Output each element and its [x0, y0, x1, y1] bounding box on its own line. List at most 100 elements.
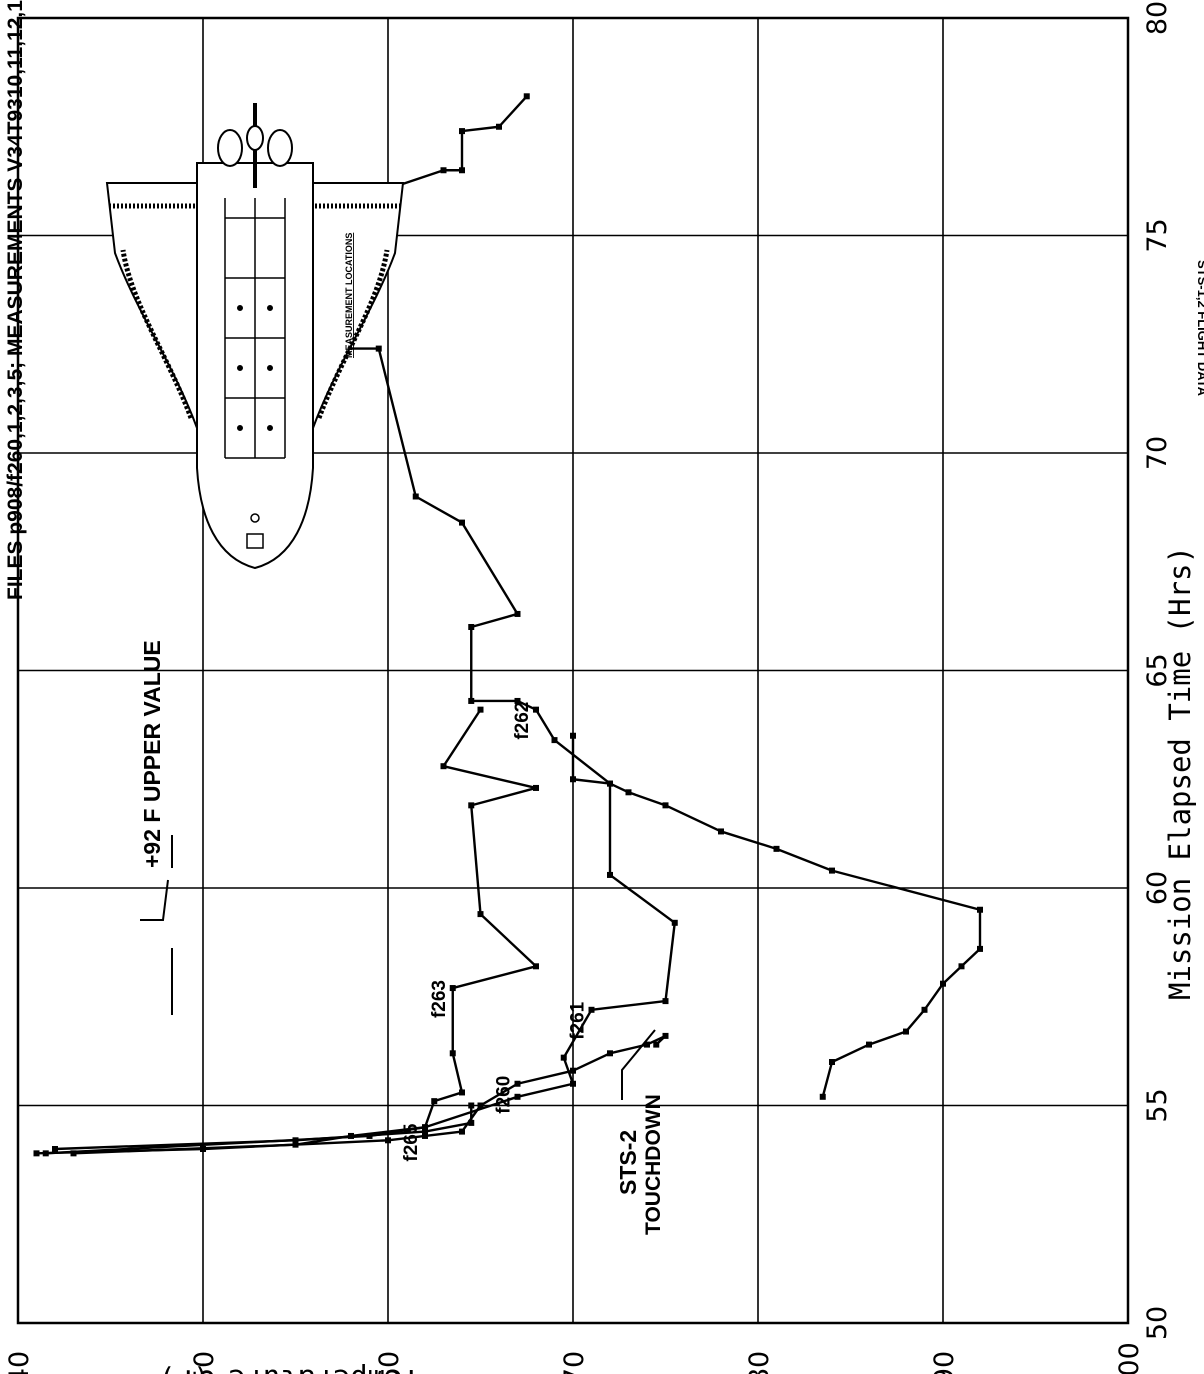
data-point-f262 [625, 789, 632, 796]
data-point-f260 [644, 1041, 650, 1048]
data-point-f262 [819, 1093, 826, 1100]
engine-icon [217, 129, 243, 167]
y-axis-title: Temperature (F) [158, 1363, 420, 1374]
data-point-f261 [607, 871, 613, 878]
x-axis-title: Mission Elapsed Time (Hrs) [1163, 546, 1197, 1000]
data-point-f261 [588, 1006, 595, 1013]
series-line-f263 [45, 708, 538, 1155]
data-point-f260 [607, 1050, 613, 1057]
series-label-f260: f260 [494, 1076, 515, 1114]
data-point-f261 [70, 1150, 77, 1157]
series-group [33, 93, 983, 1157]
data-point-f262 [375, 345, 382, 352]
files-measurements-header: FILES p908/f260,1,2,3,5; MEASUREMENTS V3… [4, 0, 27, 600]
x-tick-label: 50 [1142, 1306, 1173, 1340]
inset-caption: MEASUREMENT LOCATIONS [344, 233, 354, 358]
data-point-f262 [718, 828, 724, 835]
series-line-f261 [73, 735, 676, 1155]
shuttle-inset [105, 103, 405, 570]
touchdown-pointer [621, 1029, 656, 1100]
data-point-f262 [977, 945, 983, 952]
data-point-f262 [829, 867, 835, 874]
data-point-f262 [459, 167, 465, 174]
data-point-f263 [533, 784, 539, 791]
data-point-f260 [459, 1128, 465, 1135]
x-tick-label: 55 [1142, 1088, 1173, 1122]
data-point-f265 [468, 1119, 475, 1126]
data-point-f265 [468, 1102, 475, 1109]
data-point-f262 [940, 980, 946, 987]
y-tick-label: 50 [189, 1351, 220, 1374]
data-point-f263 [449, 1050, 456, 1057]
touchdown-line1: STS-2 [615, 1130, 641, 1195]
data-point-f260 [653, 1041, 660, 1048]
data-point-f263 [533, 963, 539, 970]
y-tick-label: 90 [929, 1351, 960, 1374]
series-label-f261: f261 [568, 1001, 589, 1039]
shuttle-wing-icon [105, 182, 198, 429]
data-point-f262 [468, 624, 475, 630]
data-point-f262 [607, 780, 613, 787]
data-point-f262 [866, 1041, 872, 1048]
data-point-f262 [459, 519, 465, 526]
data-point-f260 [422, 1132, 428, 1139]
upper-value-pointer [140, 879, 169, 921]
data-point-f261 [292, 1141, 299, 1148]
data-point-f262 [921, 1006, 928, 1013]
data-point-f263 [477, 706, 484, 713]
data-point-f261 [671, 919, 678, 926]
data-point-f260 [33, 1150, 40, 1157]
y-tick-label: 80 [744, 1351, 775, 1374]
data-point-f262 [903, 1028, 909, 1035]
touchdown-line2: TOUCHDOWN [642, 1094, 665, 1235]
data-point-f261 [514, 1093, 521, 1100]
data-point-f262 [459, 128, 465, 135]
y-tick-label: 40 [4, 1351, 35, 1374]
series-labels: f260 f261 f262 f263 f265 [401, 702, 589, 1162]
data-point-f263 [449, 985, 456, 992]
data-point-f262 [958, 963, 965, 970]
y-tick-label: 70 [559, 1351, 590, 1374]
flight-data-footer: STS-1,2 FLIGHT DATA [1195, 260, 1204, 397]
series-label-f265: f265 [401, 1123, 422, 1161]
data-point-f263 [431, 1098, 438, 1105]
data-point-f261 [570, 1080, 576, 1087]
engine-icon [267, 129, 293, 167]
data-point-f260 [570, 1067, 576, 1074]
data-point-f262 [523, 93, 530, 100]
data-point-f261 [570, 732, 576, 739]
series-line-f260 [36, 1034, 667, 1155]
data-point-f260 [385, 1137, 391, 1144]
y-tick-label: 100 [1114, 1342, 1145, 1374]
data-point-f262 [533, 706, 539, 713]
data-point-f262 [551, 737, 558, 744]
data-point-f262 [412, 493, 419, 500]
series-label-f263: f263 [429, 980, 450, 1018]
data-point-f261 [662, 998, 669, 1005]
x-tick-label: 75 [1142, 218, 1173, 252]
data-point-f265 [52, 1146, 58, 1152]
x-tick-label: 60 [1142, 871, 1173, 905]
data-point-f262 [514, 697, 521, 704]
data-point-f262 [440, 167, 447, 174]
data-point-f262 [829, 1059, 835, 1065]
x-tick-label: 65 [1142, 653, 1173, 687]
data-point-f263 [468, 802, 475, 809]
data-point-f262 [514, 610, 521, 617]
x-tick-label: 80 [1142, 1, 1173, 35]
upper-value-annotation: +92 F UPPER VALUE [139, 640, 165, 868]
data-point-f262 [496, 123, 502, 130]
data-point-f260 [477, 1102, 484, 1109]
series-label-f262: f262 [512, 702, 533, 740]
data-point-f263 [477, 911, 484, 918]
shuttle-wing-icon [312, 182, 405, 429]
data-point-f261 [560, 1054, 567, 1061]
series-line-f262 [331, 95, 982, 1098]
data-point-f262 [773, 845, 780, 852]
y-tick-label: 60 [374, 1351, 405, 1374]
data-point-f260 [514, 1080, 521, 1087]
data-point-f263 [459, 1089, 465, 1096]
data-point-f260 [662, 1032, 669, 1039]
